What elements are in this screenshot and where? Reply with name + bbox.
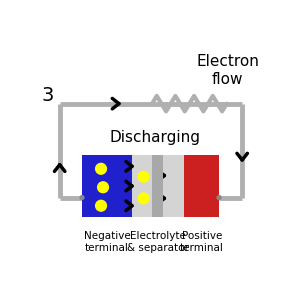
- Circle shape: [217, 196, 221, 199]
- Circle shape: [138, 171, 149, 182]
- Circle shape: [138, 193, 149, 204]
- Bar: [152, 155, 163, 217]
- Text: Electrolyte
& separator: Electrolyte & separator: [127, 231, 189, 253]
- Bar: [132, 155, 184, 217]
- Circle shape: [80, 196, 84, 199]
- Bar: [82, 155, 132, 217]
- Text: Negative
terminal: Negative terminal: [84, 231, 130, 253]
- Circle shape: [98, 182, 109, 193]
- Circle shape: [96, 163, 106, 174]
- Text: Electron
flow: Electron flow: [196, 54, 259, 87]
- Circle shape: [96, 200, 106, 211]
- Bar: [184, 155, 219, 217]
- Text: 3: 3: [42, 86, 54, 106]
- Text: Discharging: Discharging: [110, 130, 201, 145]
- Text: Positive
terminal: Positive terminal: [180, 231, 224, 253]
